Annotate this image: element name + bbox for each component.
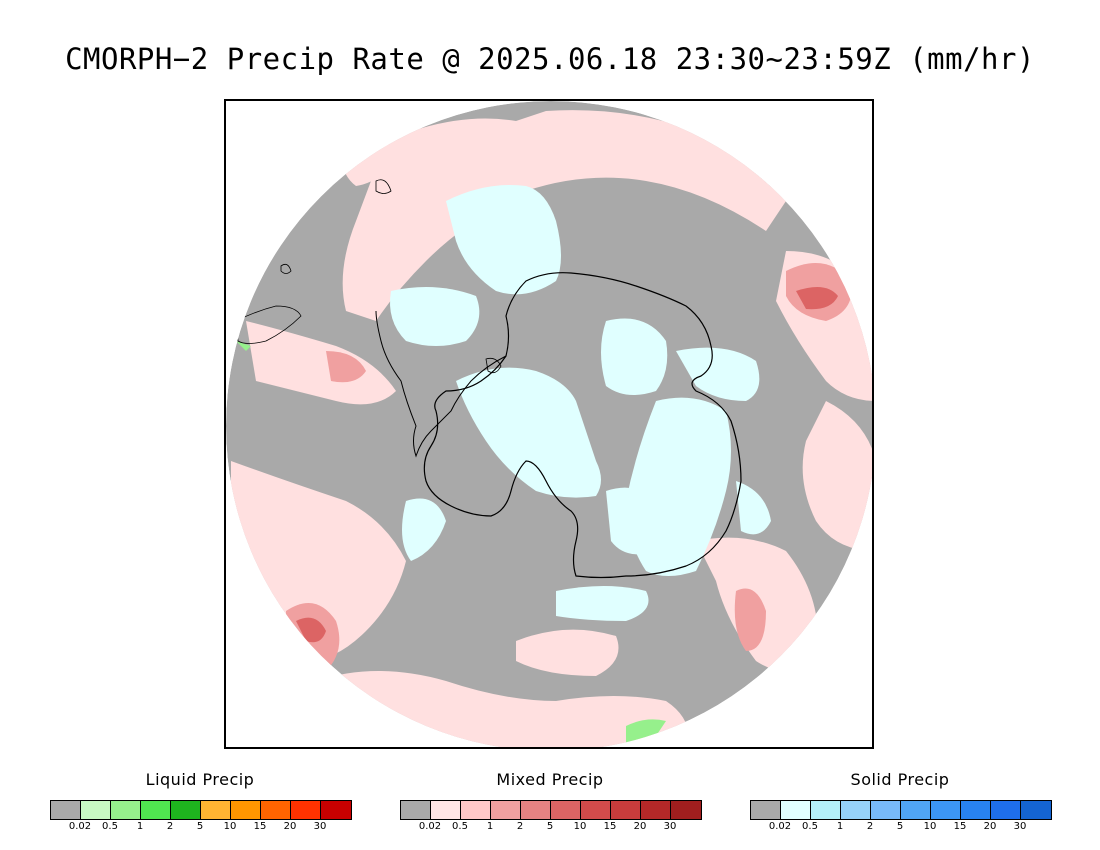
color-swatch xyxy=(291,801,321,819)
tick-label: 5 xyxy=(896,821,904,832)
tick-label: 2 xyxy=(166,821,174,832)
tick-label: 15 xyxy=(603,821,617,832)
color-swatch xyxy=(671,801,701,819)
color-swatch xyxy=(961,801,991,819)
color-swatch xyxy=(751,801,781,819)
tick-label: 0.5 xyxy=(802,821,818,832)
color-swatch xyxy=(611,801,641,819)
antarctic-peninsula-coastline xyxy=(375,310,507,458)
solid-precip xyxy=(390,185,771,621)
tick-label: 10 xyxy=(223,821,237,832)
color-swatch xyxy=(261,801,291,819)
tick-label: 2 xyxy=(866,821,874,832)
color-swatch xyxy=(461,801,491,819)
tick-label: 2 xyxy=(516,821,524,832)
page-title: CMORPH−2 Precip Rate @ 2025.06.18 23:30~… xyxy=(65,42,1035,76)
tick-label: 10 xyxy=(573,821,587,832)
tick-label: 1 xyxy=(136,821,144,832)
color-swatch xyxy=(901,801,931,819)
islands-coastline xyxy=(235,179,502,374)
color-swatch xyxy=(81,801,111,819)
legend-title: Mixed Precip xyxy=(496,770,604,789)
color-swatch xyxy=(1021,801,1051,819)
tick-label: 30 xyxy=(663,821,677,832)
tick-label: 0.02 xyxy=(68,821,92,832)
color-swatch xyxy=(231,801,261,819)
tick-label: 20 xyxy=(283,821,297,832)
color-swatch xyxy=(551,801,581,819)
antarctica-coastline xyxy=(423,272,742,579)
legend-solid: Solid Precip 0.02 0.5 1 2 5 10 15 20 30 xyxy=(750,770,1052,832)
tick-label: 1 xyxy=(486,821,494,832)
color-swatch xyxy=(841,801,871,819)
color-swatch xyxy=(871,801,901,819)
tick-label: 1 xyxy=(836,821,844,832)
color-swatch xyxy=(431,801,461,819)
tick-label: 15 xyxy=(253,821,267,832)
legend-mixed: Mixed Precip 0.02 0.5 1 2 5 10 15 20 30 xyxy=(400,770,702,832)
tick-label: 30 xyxy=(1013,821,1027,832)
color-swatch xyxy=(581,801,611,819)
tick-label: 0.5 xyxy=(102,821,118,832)
tick-label: 30 xyxy=(313,821,327,832)
tick-label: 0.02 xyxy=(418,821,442,832)
color-swatch xyxy=(321,801,351,819)
legend-title: Solid Precip xyxy=(850,770,950,789)
color-swatch xyxy=(641,801,671,819)
color-swatch xyxy=(201,801,231,819)
tick-label: 20 xyxy=(633,821,647,832)
mixed-precip-heavy xyxy=(296,287,838,643)
tick-label: 10 xyxy=(923,821,937,832)
color-swatch xyxy=(171,801,201,819)
tick-labels: 0.02 0.5 1 2 5 10 15 20 30 xyxy=(400,821,700,835)
map-frame xyxy=(224,99,874,749)
color-swatch xyxy=(141,801,171,819)
color-swatch xyxy=(491,801,521,819)
color-swatch xyxy=(931,801,961,819)
tick-label: 20 xyxy=(983,821,997,832)
color-bar xyxy=(400,800,702,820)
tick-label: 15 xyxy=(953,821,967,832)
color-swatch xyxy=(521,801,551,819)
tick-label: 0.5 xyxy=(452,821,468,832)
tick-label: 0.02 xyxy=(768,821,792,832)
color-swatch xyxy=(51,801,81,819)
tick-label: 5 xyxy=(196,821,204,832)
tick-labels: 0.02 0.5 1 2 5 10 15 20 30 xyxy=(750,821,1050,835)
color-bar xyxy=(750,800,1052,820)
color-swatch xyxy=(401,801,431,819)
legend-liquid: Liquid Precip 0.02 0.5 1 2 5 10 15 20 30 xyxy=(50,770,352,832)
color-swatch xyxy=(111,801,141,819)
legend-title: Liquid Precip xyxy=(145,770,255,789)
polar-precip-map xyxy=(226,101,872,747)
tick-labels: 0.02 0.5 1 2 5 10 15 20 30 xyxy=(50,821,350,835)
color-swatch xyxy=(781,801,811,819)
color-bar xyxy=(50,800,352,820)
mixed-precip-light xyxy=(231,110,872,747)
color-swatch xyxy=(811,801,841,819)
color-swatch xyxy=(991,801,1021,819)
tick-label: 5 xyxy=(546,821,554,832)
